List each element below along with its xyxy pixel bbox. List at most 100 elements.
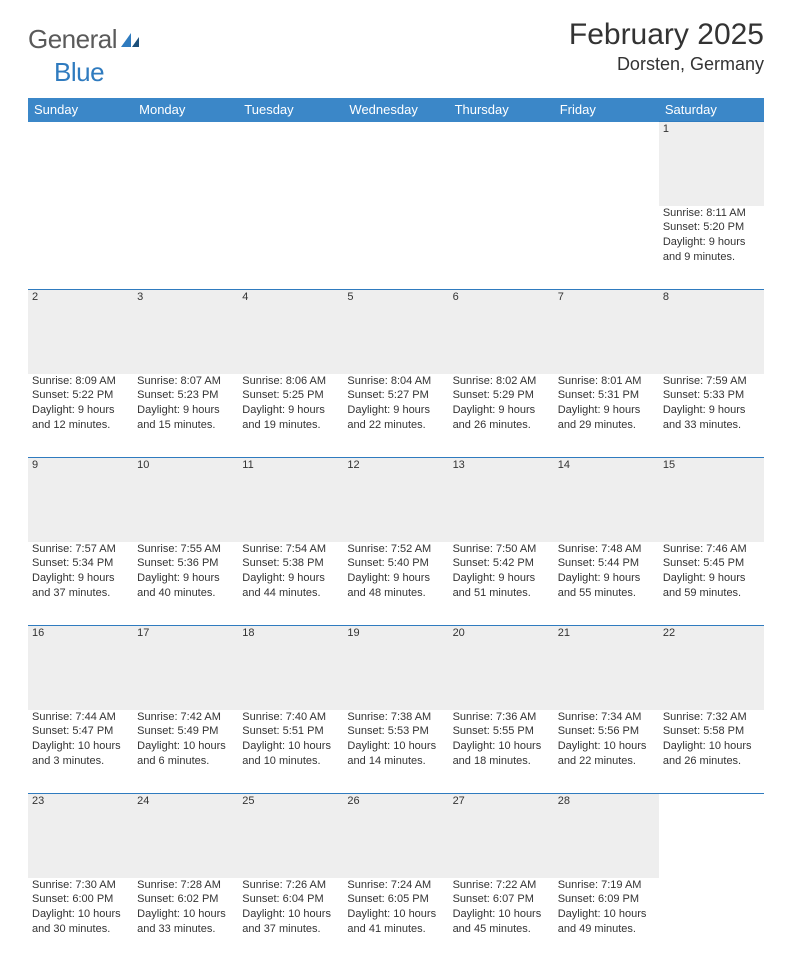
daylight-text: Daylight: 9 hours and 59 minutes.: [663, 571, 760, 601]
day-cell: Sunrise: 7:36 AMSunset: 5:55 PMDaylight:…: [449, 710, 554, 794]
day-number: 6: [449, 290, 554, 374]
day-cell: Sunrise: 7:26 AMSunset: 6:04 PMDaylight:…: [238, 878, 343, 962]
daylight-text: Daylight: 10 hours and 18 minutes.: [453, 739, 550, 769]
sunrise-text: Sunrise: 8:11 AM: [663, 206, 760, 221]
day-cell: Sunrise: 8:07 AMSunset: 5:23 PMDaylight:…: [133, 374, 238, 458]
week-row: Sunrise: 8:11 AMSunset: 5:20 PMDaylight:…: [28, 206, 764, 290]
day-number: [554, 122, 659, 206]
sunset-text: Sunset: 5:38 PM: [242, 556, 339, 571]
sunrise-text: Sunrise: 7:22 AM: [453, 878, 550, 893]
day-cell: Sunrise: 7:52 AMSunset: 5:40 PMDaylight:…: [343, 542, 448, 626]
day-number: 1: [659, 122, 764, 206]
sunrise-text: Sunrise: 7:55 AM: [137, 542, 234, 557]
day-cell: [343, 206, 448, 290]
sunrise-text: Sunrise: 7:57 AM: [32, 542, 129, 557]
week-row: Sunrise: 7:30 AMSunset: 6:00 PM Daylight:…: [28, 878, 764, 962]
day-cell: Sunrise: 8:09 AMSunset: 5:22 PMDaylight:…: [28, 374, 133, 458]
sunset-text: Sunset: 5:33 PM: [663, 388, 760, 403]
sunset-text: Sunset: 5:23 PM: [137, 388, 234, 403]
daylight-text: Daylight: 10 hours and 14 minutes.: [347, 739, 444, 769]
daylight-text: Daylight: 10 hours and 22 minutes.: [558, 739, 655, 769]
day-cell: Sunrise: 7:40 AMSunset: 5:51 PMDaylight:…: [238, 710, 343, 794]
day-number: 13: [449, 458, 554, 542]
sunrise-text: Sunrise: 7:30 AM: [32, 878, 129, 893]
day-number: [343, 122, 448, 206]
day-cell: Sunrise: 7:38 AMSunset: 5:53 PMDaylight:…: [343, 710, 448, 794]
calendar-table: SundayMondayTuesdayWednesdayThursdayFrid…: [28, 98, 764, 962]
day-number: 24: [133, 794, 238, 878]
weekday-header: Saturday: [659, 98, 764, 122]
sunrise-text: Sunrise: 7:44 AM: [32, 710, 129, 725]
daynum-row: 16171819202122: [28, 626, 764, 710]
day-number: 19: [343, 626, 448, 710]
brand-part2: Blue: [54, 57, 104, 87]
daylight-text: Daylight: 10 hours and 26 minutes.: [663, 739, 760, 769]
daylight-text: Daylight: 9 hours and 9 minutes.: [663, 235, 760, 265]
day-number: 17: [133, 626, 238, 710]
sunrise-text: Sunrise: 7:42 AM: [137, 710, 234, 725]
daylight-text: Daylight: 9 hours and 29 minutes.: [558, 403, 655, 433]
sunset-text: Sunset: 5:51 PM: [242, 724, 339, 739]
daylight-text: Daylight: 10 hours and 45 minutes.: [453, 907, 550, 937]
daylight-text: Daylight: 9 hours and 44 minutes.: [242, 571, 339, 601]
sunset-text: Sunset: 6:04 PM: [242, 892, 339, 907]
daylight-text: Daylight: 9 hours and 26 minutes.: [453, 403, 550, 433]
week-row: Sunrise: 7:57 AMSunset: 5:34 PMDaylight:…: [28, 542, 764, 626]
daylight-text: Daylight: 10 hours and 37 minutes.: [242, 907, 339, 937]
sunrise-text: Sunrise: 7:48 AM: [558, 542, 655, 557]
daylight-text: Daylight: 10 hours and 33 minutes.: [137, 907, 234, 937]
sunset-text: Sunset: 5:27 PM: [347, 388, 444, 403]
day-number: 23: [28, 794, 133, 878]
sunset-text: Sunset: 6:02 PM: [137, 892, 234, 907]
daynum-row: 232425262728: [28, 794, 764, 878]
daylight-text: Daylight: 9 hours and 40 minutes.: [137, 571, 234, 601]
brand-part1: General: [28, 24, 117, 55]
sail-icon: [119, 31, 141, 49]
daylight-text: Daylight: 9 hours and 48 minutes.: [347, 571, 444, 601]
day-number: 11: [238, 458, 343, 542]
day-number: 18: [238, 626, 343, 710]
day-cell: Sunrise: 7:54 AMSunset: 5:38 PMDaylight:…: [238, 542, 343, 626]
sunset-text: Sunset: 5:25 PM: [242, 388, 339, 403]
day-number: 4: [238, 290, 343, 374]
sunrise-text: Sunrise: 8:01 AM: [558, 374, 655, 389]
day-cell: [659, 878, 764, 962]
sunset-text: Sunset: 5:40 PM: [347, 556, 444, 571]
day-number: 25: [238, 794, 343, 878]
sunset-text: Sunset: 6:05 PM: [347, 892, 444, 907]
sunset-text: Sunset: 5:56 PM: [558, 724, 655, 739]
day-cell: Sunrise: 8:04 AMSunset: 5:27 PMDaylight:…: [343, 374, 448, 458]
day-number: [28, 122, 133, 206]
sunset-text: Sunset: 6:00 PM: [32, 892, 129, 907]
day-cell: Sunrise: 7:19 AMSunset: 6:09 PMDaylight:…: [554, 878, 659, 962]
location: Dorsten, Germany: [569, 54, 764, 75]
day-number: 14: [554, 458, 659, 542]
day-cell: Sunrise: 8:02 AMSunset: 5:29 PMDaylight:…: [449, 374, 554, 458]
sunrise-text: Sunrise: 7:36 AM: [453, 710, 550, 725]
sunset-text: Sunset: 5:58 PM: [663, 724, 760, 739]
day-cell: [133, 206, 238, 290]
day-number: [238, 122, 343, 206]
day-number: [133, 122, 238, 206]
sunset-text: Sunset: 5:53 PM: [347, 724, 444, 739]
daylight-text: Daylight: 9 hours and 37 minutes.: [32, 571, 129, 601]
weekday-header: Tuesday: [238, 98, 343, 122]
day-cell: Sunrise: 8:01 AMSunset: 5:31 PMDaylight:…: [554, 374, 659, 458]
sunrise-text: Sunrise: 7:32 AM: [663, 710, 760, 725]
day-cell: Sunrise: 7:42 AMSunset: 5:49 PMDaylight:…: [133, 710, 238, 794]
sunrise-text: Sunrise: 8:06 AM: [242, 374, 339, 389]
day-number: 5: [343, 290, 448, 374]
day-number: 22: [659, 626, 764, 710]
day-number: 16: [28, 626, 133, 710]
sunrise-text: Sunrise: 7:26 AM: [242, 878, 339, 893]
daylight-text: Daylight: 9 hours and 33 minutes.: [663, 403, 760, 433]
day-cell: Sunrise: 8:11 AMSunset: 5:20 PMDaylight:…: [659, 206, 764, 290]
month-title: February 2025: [569, 18, 764, 52]
day-number: 3: [133, 290, 238, 374]
day-number: 26: [343, 794, 448, 878]
sunrise-text: Sunrise: 7:19 AM: [558, 878, 655, 893]
day-cell: [238, 206, 343, 290]
daylight-text: Daylight: 10 hours and 49 minutes.: [558, 907, 655, 937]
sunset-text: Sunset: 5:42 PM: [453, 556, 550, 571]
weekday-header: Wednesday: [343, 98, 448, 122]
